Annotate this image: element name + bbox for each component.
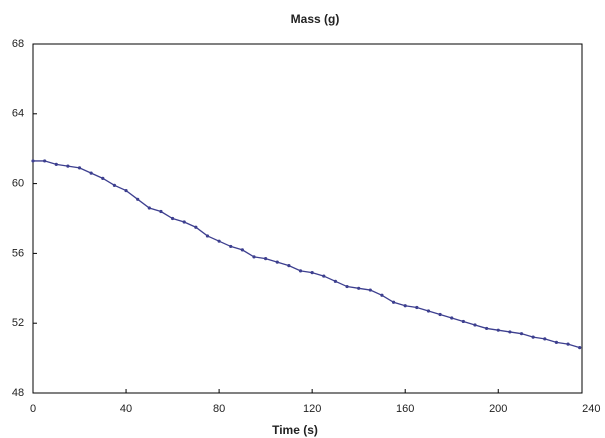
data-point bbox=[438, 312, 442, 317]
data-point bbox=[380, 293, 384, 297]
data-point bbox=[426, 309, 431, 313]
x-tick-label: 200 bbox=[489, 403, 507, 415]
data-point bbox=[566, 342, 570, 346]
data-point bbox=[403, 304, 407, 308]
y-tick-label: 64 bbox=[12, 108, 24, 120]
chart-title: Mass (g) bbox=[291, 12, 340, 26]
data-point bbox=[194, 225, 198, 229]
data-point bbox=[217, 239, 221, 243]
series-line bbox=[33, 160, 580, 349]
data-point bbox=[485, 326, 489, 331]
y-tick-label: 56 bbox=[12, 247, 24, 259]
y-tick-label: 68 bbox=[12, 38, 24, 50]
y-tick-label: 48 bbox=[12, 387, 24, 399]
data-point bbox=[43, 159, 47, 163]
data-point bbox=[357, 286, 361, 290]
x-tick-label: 120 bbox=[303, 403, 321, 415]
data-point bbox=[159, 209, 163, 214]
data-point bbox=[101, 176, 105, 180]
data-point bbox=[229, 244, 233, 249]
x-tick-label: 240 bbox=[582, 403, 600, 415]
y-tick-label: 60 bbox=[12, 178, 24, 190]
data-point bbox=[578, 346, 582, 350]
data-point bbox=[77, 166, 82, 170]
data-point bbox=[368, 288, 372, 292]
data-point bbox=[473, 323, 477, 327]
data-point bbox=[345, 284, 349, 289]
data-point bbox=[275, 260, 279, 264]
data-point bbox=[415, 305, 419, 310]
data-point bbox=[508, 330, 512, 334]
data-point bbox=[205, 234, 210, 238]
data-point bbox=[136, 197, 140, 201]
y-tick-label: 52 bbox=[12, 317, 24, 329]
data-point bbox=[182, 220, 186, 224]
data-point bbox=[112, 183, 117, 187]
data-point bbox=[496, 328, 500, 332]
data-point bbox=[450, 316, 454, 320]
data-point bbox=[240, 248, 244, 252]
x-tick-label: 0 bbox=[30, 403, 36, 415]
data-point bbox=[170, 216, 175, 221]
data-point bbox=[333, 279, 338, 283]
data-point bbox=[54, 162, 58, 167]
data-point bbox=[391, 300, 396, 304]
data-point bbox=[461, 319, 465, 324]
data-point bbox=[264, 257, 268, 261]
data-point bbox=[310, 270, 314, 275]
data-point bbox=[124, 188, 128, 193]
data-point bbox=[519, 332, 524, 336]
data-point bbox=[252, 255, 256, 259]
data-point bbox=[543, 337, 547, 341]
data-point bbox=[66, 164, 70, 168]
x-axis-label: Time (s) bbox=[272, 423, 318, 437]
x-tick-label: 40 bbox=[120, 403, 132, 415]
data-point bbox=[322, 274, 326, 278]
data-point bbox=[298, 269, 303, 273]
plot-frame bbox=[32, 43, 583, 394]
data-point bbox=[31, 159, 35, 163]
x-tick-label: 80 bbox=[213, 403, 225, 415]
data-point bbox=[554, 340, 559, 344]
data-point bbox=[531, 335, 535, 339]
data-point bbox=[147, 206, 151, 210]
data-point bbox=[89, 171, 93, 175]
data-point bbox=[287, 264, 291, 268]
x-tick-label: 160 bbox=[396, 403, 414, 415]
